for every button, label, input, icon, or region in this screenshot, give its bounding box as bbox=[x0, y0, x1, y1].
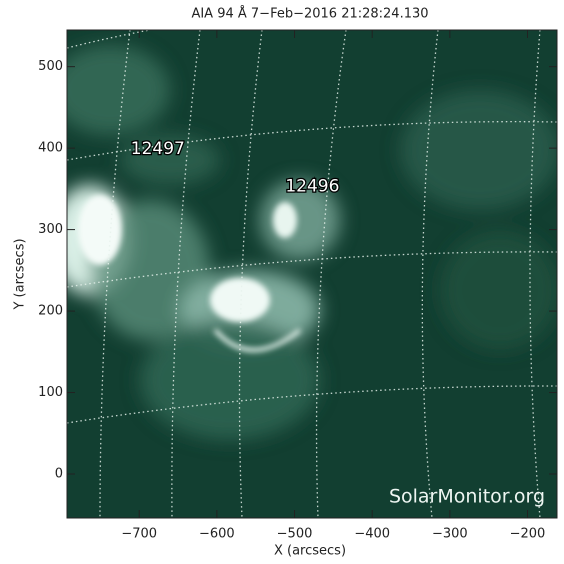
heliographic-grid bbox=[67, 30, 557, 518]
watermark: SolarMonitor.org bbox=[389, 486, 545, 508]
bright-loops bbox=[78, 195, 302, 352]
region-label: 12496 bbox=[285, 176, 339, 196]
x-tick-label: −200 bbox=[510, 527, 546, 542]
x-axis-label: X (arcsecs) bbox=[274, 544, 346, 559]
x-tick-label: −500 bbox=[277, 527, 313, 542]
region-label: 12497 bbox=[131, 139, 185, 159]
solar-image: SolarMonitor.org bbox=[67, 30, 557, 518]
y-tick-label: 0 bbox=[55, 467, 63, 482]
x-tick-label: −400 bbox=[354, 527, 390, 542]
y-tick-label: 400 bbox=[38, 141, 63, 156]
plot-frame bbox=[66, 29, 558, 519]
y-tick-label: 100 bbox=[38, 385, 63, 400]
x-tick-label: −700 bbox=[121, 527, 157, 542]
y-tick-label: 300 bbox=[38, 222, 63, 237]
y-tick-label: 200 bbox=[38, 304, 63, 319]
chart-title: AIA 94 Å 7−Feb−2016 21:28:24.130 bbox=[191, 6, 428, 22]
x-tick-label: −300 bbox=[432, 527, 468, 542]
x-tick-label: −600 bbox=[199, 527, 235, 542]
y-axis-label: Y (arcsecs) bbox=[13, 238, 28, 310]
y-tick-label: 500 bbox=[38, 59, 63, 74]
